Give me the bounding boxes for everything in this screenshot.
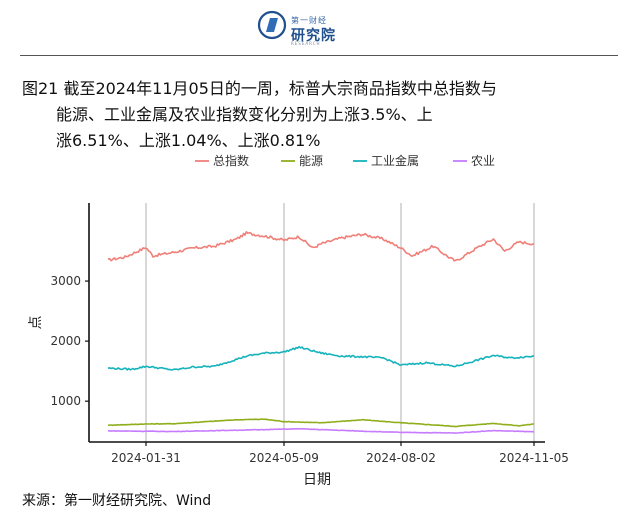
x-tick-label-0: 2024-01-31 — [111, 451, 181, 465]
header-divider — [20, 55, 618, 56]
brand-logo: 第一财经 研究院 RESEARCH — [257, 10, 357, 46]
axes — [85, 203, 545, 446]
y-tick-label-2: 3000 — [50, 274, 81, 288]
brand-name: 研究院 — [291, 28, 336, 44]
legend-label-2: 工业金属 — [371, 153, 419, 168]
chart-legend: 总指数 能源 工业金属 农业 — [195, 153, 495, 168]
title-line-2: 能源、工业金属及农业指数变化分别为上涨3.5%、上 — [56, 105, 433, 124]
title-line-1: 图21 截至2024年11月05日的一周，标普大宗商品指数中总指数与 — [22, 79, 497, 98]
brand-small: 第一财经 — [291, 16, 327, 25]
y-axis-title: 点 — [28, 316, 44, 330]
series-line-0 — [107, 231, 535, 262]
grid-lines — [145, 203, 535, 442]
brand-mark-icon — [257, 10, 287, 40]
figure-title: 图21 截至2024年11月05日的一周，标普大宗商品指数中总指数与 能源、工业… — [22, 76, 622, 154]
legend-label-3: 农业 — [471, 154, 495, 168]
x-axis-title: 日期 — [303, 472, 331, 488]
x-tick-label-2: 2024-08-02 — [366, 451, 436, 465]
title-line-3: 涨6.51%、上涨1.04%、上涨0.81% — [56, 131, 321, 150]
series-line-1 — [107, 418, 534, 428]
source-note: 来源：第一财经研究院、Wind — [22, 493, 212, 509]
line-chart: 1000 2000 3000 2024-01-31 2024-05-09 2024-08-… — [28, 203, 569, 488]
header: 第一财经 研究院 RESEARCH — [0, 0, 640, 56]
axis-labels: 1000 2000 3000 2024-01-31 2024-05-09 2024-08-… — [28, 274, 569, 488]
series-line-2 — [107, 345, 535, 371]
brand-sub: RESEARCH — [291, 41, 321, 46]
x-tick-label-3: 2024-11-05 — [499, 451, 569, 465]
legend-label-1: 能源 — [299, 154, 323, 168]
series-line-3 — [108, 427, 535, 435]
y-tick-label-0: 1000 — [50, 394, 81, 408]
series-group — [107, 231, 535, 435]
y-tick-label-1: 2000 — [50, 334, 81, 348]
x-tick-label-1: 2024-05-09 — [249, 451, 319, 465]
legend-label-0: 总指数 — [213, 153, 249, 168]
